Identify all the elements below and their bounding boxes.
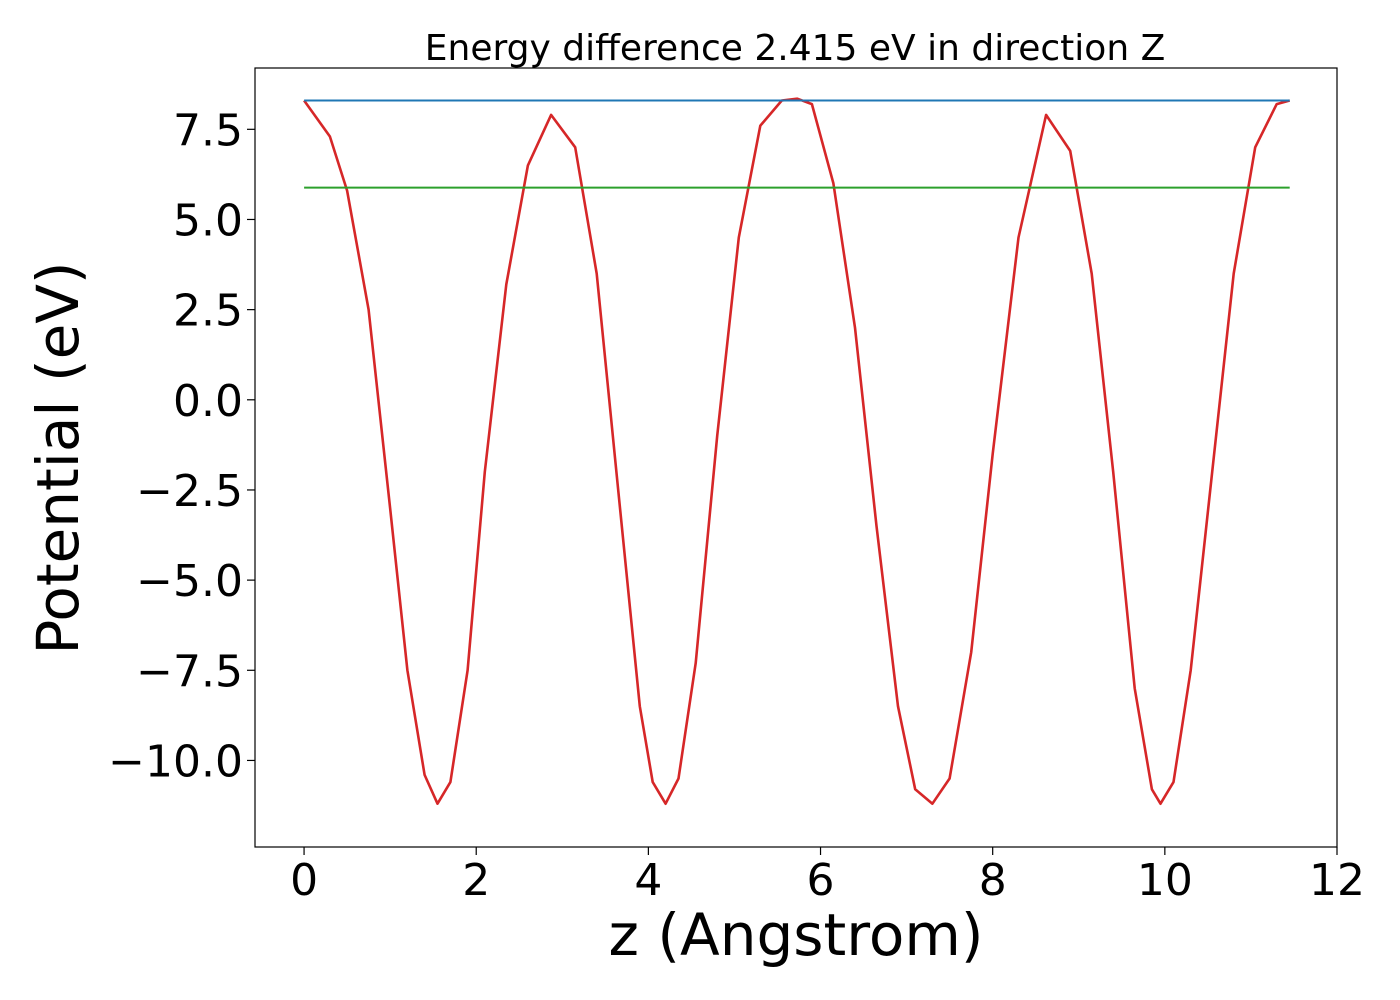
y-tick-label: 7.5 bbox=[173, 105, 243, 156]
x-tick-label: 10 bbox=[1137, 855, 1193, 906]
x-tick-label: 6 bbox=[807, 855, 835, 906]
y-tick-label: 2.5 bbox=[173, 286, 243, 337]
series-layer bbox=[303, 97, 1291, 805]
x-axis-ticks: 0 2 4 6 8 10 12 bbox=[290, 847, 1365, 906]
y-tick-label: −2.5 bbox=[136, 466, 243, 517]
y-tick-label: −7.5 bbox=[136, 646, 243, 697]
x-tick-label: 2 bbox=[462, 855, 490, 906]
x-tick-label: 4 bbox=[634, 855, 662, 906]
x-tick-label: 0 bbox=[290, 855, 318, 906]
y-tick-label: −5.0 bbox=[136, 556, 243, 607]
chart-title: Energy difference 2.415 eV in direction … bbox=[425, 28, 1166, 69]
x-tick-label: 8 bbox=[979, 855, 1007, 906]
y-tick-label: 5.0 bbox=[173, 195, 243, 246]
x-tick-label: 12 bbox=[1309, 855, 1365, 906]
y-tick-label: 0.0 bbox=[173, 376, 243, 427]
y-axis-label: Potential (eV) bbox=[24, 261, 92, 654]
y-axis-ticks: 7.5 5.0 2.5 0.0 −2.5 −5.0 −7.5 −10.0 bbox=[108, 105, 255, 787]
x-axis-label: z (Angstrom) bbox=[609, 901, 984, 969]
plot-frame bbox=[254, 67, 1338, 848]
y-tick-label: −10.0 bbox=[108, 736, 243, 787]
series-line-1 bbox=[303, 97, 1291, 805]
